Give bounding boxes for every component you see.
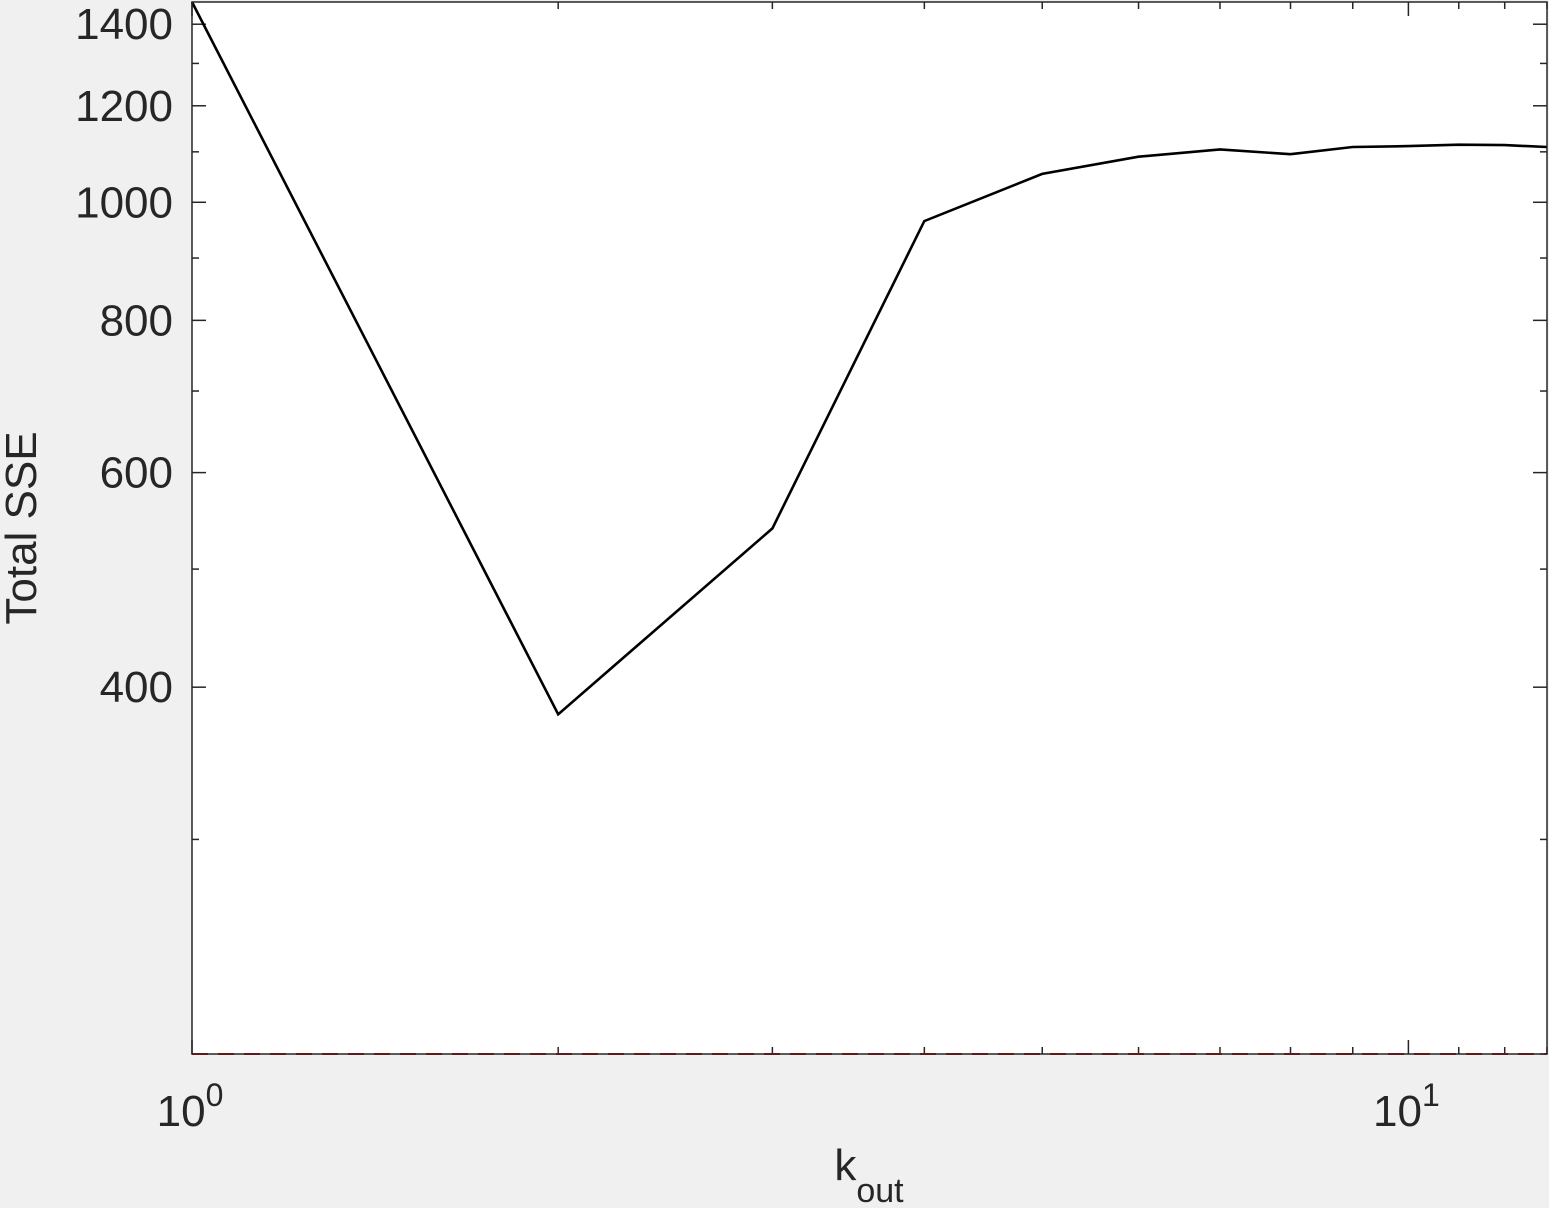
sse-series-line bbox=[190, 1, 1548, 717]
axes-box bbox=[191, 1, 1548, 1055]
y-tick-labels: 400 600 800 1000 1200 1400 bbox=[75, 0, 173, 712]
x-axis-label-subscript: out bbox=[856, 1172, 904, 1208]
y-tick-label: 400 bbox=[100, 663, 173, 712]
x-tick-label: 101 bbox=[1373, 1077, 1440, 1136]
y-tick-label: 600 bbox=[100, 449, 173, 498]
x-axis-label-base: k bbox=[834, 1141, 857, 1190]
x-tick-label: 100 bbox=[157, 1077, 224, 1136]
x-tick-labels: 100 101 bbox=[157, 1077, 1440, 1136]
y-tick-label: 1200 bbox=[75, 82, 173, 131]
y-tick-label: 1400 bbox=[75, 0, 173, 49]
y-tick-label: 1000 bbox=[75, 178, 173, 227]
axes-background bbox=[192, 2, 1547, 1054]
x-axis-label: kout bbox=[834, 1141, 904, 1208]
y-tick-label: 800 bbox=[100, 296, 173, 345]
y-axis-label: Total SSE bbox=[0, 431, 46, 624]
